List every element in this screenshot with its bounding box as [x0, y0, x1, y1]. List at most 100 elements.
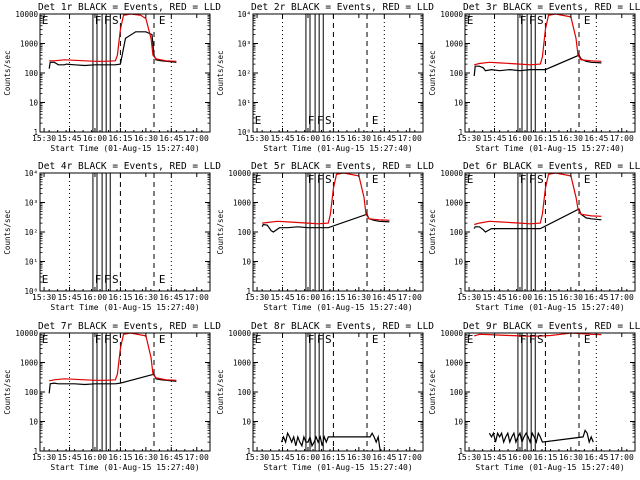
y-tick-label: 10000	[15, 329, 38, 338]
x-axis-label: Start Time (01-Aug-15 15:27:40)	[50, 463, 199, 472]
event-marker-label: F	[95, 14, 102, 27]
y-tick-label: 10⁰	[237, 128, 251, 137]
x-tick-label: 15:45	[57, 453, 81, 462]
x-tick-label: 16:15	[108, 293, 132, 302]
y-tick-label: 10⁰	[24, 287, 38, 296]
plot-frame	[252, 332, 424, 452]
event-marker-label: S	[537, 173, 544, 186]
x-tick-label: 16:45	[584, 293, 608, 302]
x-tick-label: 16:30	[559, 293, 583, 302]
x-tick-label: 16:30	[134, 293, 158, 302]
x-tick-label: 17:00	[610, 134, 634, 143]
y-tick-label: 100	[24, 388, 38, 397]
y-axis-label: Counts/sec	[216, 50, 225, 95]
x-tick-label: 15:30	[457, 134, 481, 143]
x-tick-label: 16:15	[533, 293, 557, 302]
y-tick-label: 1	[33, 447, 38, 456]
x-tick-label: 15:30	[32, 134, 56, 143]
x-tick-label: 17:00	[185, 453, 209, 462]
x-tick-label: 15:30	[245, 453, 269, 462]
panel-det-2: Det 2r BLACK = Events, RED = LLD E F F S E 15:…	[216, 2, 434, 153]
y-tick-label: 10	[29, 418, 39, 427]
plot-frame	[464, 332, 636, 452]
x-tick-label: 16:15	[533, 453, 557, 462]
y-tick-label: 10⁴	[237, 10, 251, 19]
events-series-line	[488, 429, 594, 445]
x-tick-label: 16:30	[347, 293, 371, 302]
y-tick-label: 1	[33, 128, 38, 137]
x-tick-label: 16:45	[159, 134, 183, 143]
event-marker-label: E	[467, 333, 474, 346]
event-marker-label: S	[325, 333, 332, 346]
panel-title: Det 3r BLACK = Events, RED = LLD	[463, 2, 640, 13]
x-tick-label: 17:00	[398, 134, 422, 143]
event-marker-label: E	[255, 173, 262, 186]
panel-title: Det 7r BLACK = Events, RED = LLD	[38, 321, 221, 332]
x-tick-label: 16:45	[584, 134, 608, 143]
x-tick-label: 16:00	[508, 134, 532, 143]
y-tick-label: 1	[458, 128, 463, 137]
y-tick-label: 100	[449, 388, 463, 397]
x-tick-label: 16:15	[321, 134, 345, 143]
events-series-line	[280, 431, 381, 452]
x-tick-label: 15:30	[245, 293, 269, 302]
event-marker-label: F	[104, 333, 111, 346]
y-tick-label: 1000	[20, 40, 39, 49]
y-tick-label: 10	[242, 418, 252, 427]
y-axis-label: Counts/sec	[428, 209, 437, 254]
x-axis-label: Start Time (01-Aug-15 15:27:40)	[50, 144, 199, 153]
x-tick-label: 17:00	[398, 293, 422, 302]
y-tick-label: 10²	[24, 228, 38, 237]
y-tick-label: 10	[454, 418, 464, 427]
event-marker-label: F	[308, 333, 315, 346]
event-marker-label: E	[159, 333, 166, 346]
y-axis-label: Counts/sec	[3, 369, 12, 414]
event-marker-label: E	[159, 273, 166, 286]
plot-frame	[39, 332, 211, 452]
plot-frame	[464, 172, 636, 292]
x-tick-label: 15:45	[270, 293, 294, 302]
y-tick-label: 10000	[440, 10, 463, 19]
y-tick-label: 10¹	[24, 258, 38, 267]
y-tick-label: 100	[24, 69, 38, 78]
x-tick-label: 15:45	[482, 293, 506, 302]
panel-title: Det 4r BLACK = Events, RED = LLD	[38, 161, 221, 172]
x-tick-label: 15:30	[457, 453, 481, 462]
event-marker-label: F	[529, 173, 536, 186]
event-marker-label: F	[308, 114, 315, 127]
x-tick-label: 16:00	[296, 134, 320, 143]
event-marker-label: S	[325, 173, 332, 186]
y-tick-label: 10²	[237, 69, 251, 78]
event-marker-label: S	[112, 14, 119, 27]
panel-det-4: Det 4r BLACK = Events, RED = LLD E F F S E 15:…	[3, 161, 221, 312]
event-marker-label: E	[255, 333, 262, 346]
events-series-line	[48, 31, 177, 69]
y-tick-label: 1000	[20, 359, 39, 368]
event-marker-label: F	[529, 333, 536, 346]
y-tick-label: 10000	[15, 10, 38, 19]
y-tick-label: 1000	[445, 40, 464, 49]
x-tick-label: 16:30	[559, 134, 583, 143]
plot-frame	[252, 13, 424, 133]
x-tick-label: 16:00	[508, 293, 532, 302]
x-tick-label: 15:45	[57, 134, 81, 143]
event-marker-label: F	[520, 173, 527, 186]
y-tick-label: 100	[449, 69, 463, 78]
event-marker-label: F	[104, 273, 111, 286]
y-tick-label: 10000	[228, 169, 251, 178]
y-tick-label: 10¹	[237, 99, 251, 108]
y-tick-label: 100	[237, 228, 251, 237]
event-marker-label: F	[104, 14, 111, 27]
x-tick-label: 16:45	[372, 293, 396, 302]
event-marker-label: E	[42, 14, 49, 27]
event-marker-label: F	[520, 14, 527, 27]
y-tick-label: 10⁴	[24, 169, 38, 178]
y-tick-label: 10000	[228, 329, 251, 338]
y-tick-label: 10	[29, 99, 39, 108]
panel-title: Det 5r BLACK = Events, RED = LLD	[251, 161, 434, 172]
